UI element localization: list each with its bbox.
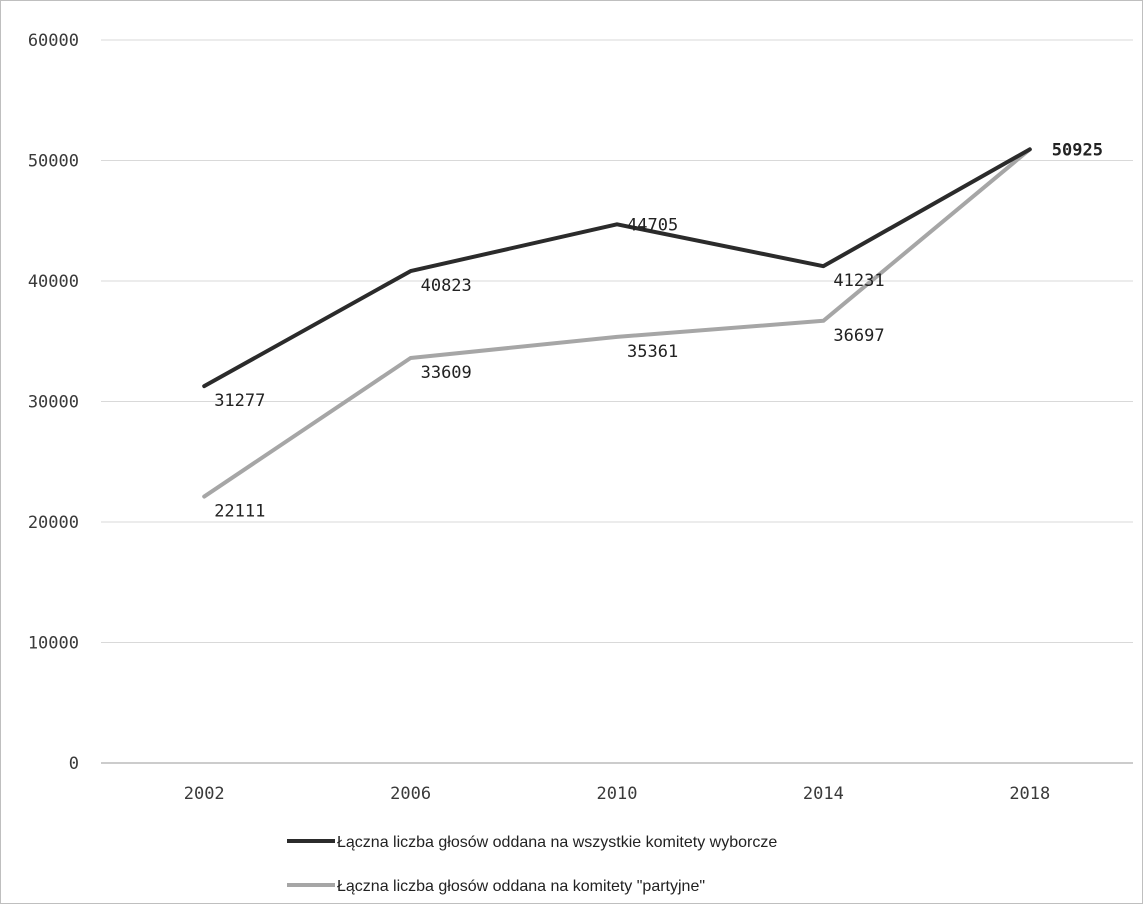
- y-tick-label: 0: [69, 754, 79, 774]
- legend-label: Łączna liczba głosów oddana na wszystkie…: [337, 834, 777, 851]
- y-tick-label: 10000: [28, 634, 79, 654]
- x-axis: 2002 2006 2010 2014 2018: [184, 784, 1051, 804]
- x-tick-label: 2010: [597, 784, 638, 804]
- x-tick-label: 2002: [184, 784, 225, 804]
- y-tick-label: 20000: [28, 513, 79, 533]
- x-tick-label: 2006: [390, 784, 431, 804]
- y-tick-label: 60000: [28, 31, 79, 51]
- data-label: 50925: [1052, 140, 1103, 160]
- gridlines: [101, 39, 1133, 764]
- legend-label: Łączna liczba głosów oddana na komitety …: [337, 878, 705, 895]
- y-axis: 0 10000 20000 30000 40000 50000 60000: [28, 31, 79, 774]
- data-label: 41231: [833, 271, 884, 291]
- y-tick-label: 40000: [28, 272, 79, 292]
- legend: Łączna liczba głosów oddana na wszystkie…: [287, 834, 777, 895]
- x-tick-label: 2018: [1009, 784, 1050, 804]
- x-tick-label: 2014: [803, 784, 844, 804]
- data-label: 44705: [627, 215, 678, 235]
- data-label: 31277: [214, 391, 265, 411]
- series-lines: [202, 147, 1032, 499]
- data-label: 33609: [421, 363, 472, 383]
- data-label: 40823: [421, 276, 472, 296]
- data-label: 36697: [833, 326, 884, 346]
- series-line-2: [202, 147, 1032, 499]
- y-tick-label: 50000: [28, 152, 79, 172]
- data-label: 35361: [627, 342, 678, 362]
- y-tick-label: 30000: [28, 393, 79, 413]
- data-label: 22111: [214, 502, 265, 522]
- series-line-1: [202, 147, 1032, 389]
- data-labels: 31277 40823 44705 41231 50925 22111 33609 35361…: [214, 140, 1103, 521]
